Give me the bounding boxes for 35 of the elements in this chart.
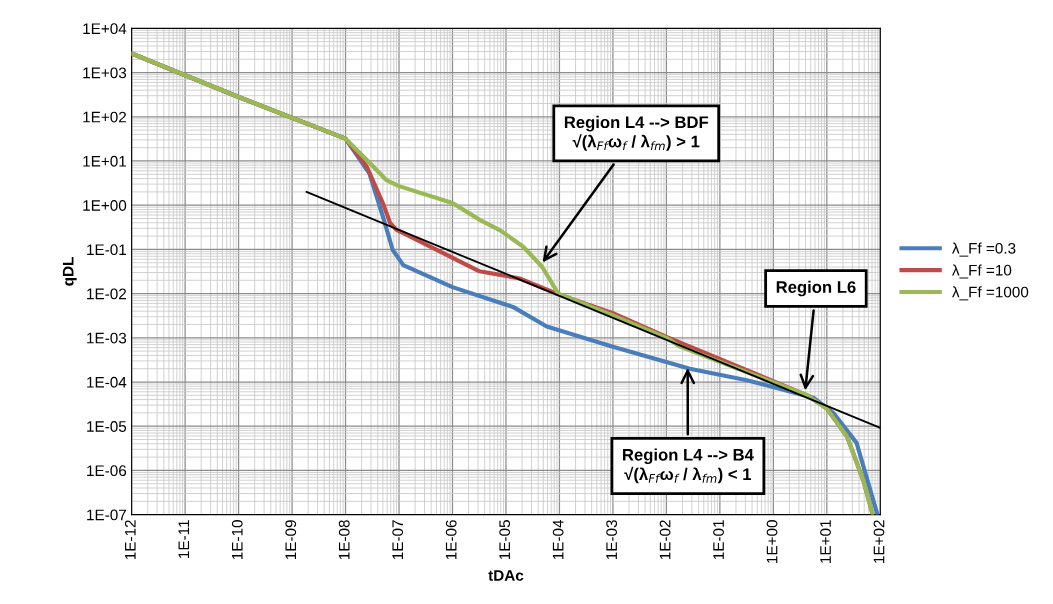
x-tick-label: 1E-02 (659, 520, 671, 560)
x-tick-label: 1E+02 (873, 520, 885, 563)
x-tick-label: 1E-03 (606, 520, 618, 560)
y-tick-label: 1E-04 (87, 376, 127, 388)
x-tick-label: 1E-11 (178, 520, 190, 558)
x-tick-label: 1E-04 (552, 519, 564, 560)
y-tick-label: 1E+04 (83, 23, 127, 35)
legend-label: λ_Ff =0.3 (952, 242, 1016, 257)
x-tick-label: 1E-08 (338, 520, 350, 560)
annotation: Region L4 --> BDF √(λ$_{Ff}$ω$_{f}$ / λ$_{fm}$) > 1 (564, 115, 709, 151)
y-axis-title: qDL (62, 257, 77, 286)
y-tick-label: 1E-07 (87, 509, 126, 521)
x-tick-label: 1E-06 (445, 520, 457, 560)
x-tick-label: 1E+01 (820, 520, 831, 563)
y-tick-label: 1E-01 (87, 244, 127, 256)
y-tick-label: 1E-06 (87, 465, 127, 477)
x-tick-label: 1E+00 (766, 520, 778, 563)
y-tick-label: 1E-05 (87, 421, 127, 432)
legend-label: λ_Ff =1000 (952, 286, 1029, 301)
y-tick-label: 1E-02 (87, 288, 126, 300)
x-axis-title: tDAc (488, 570, 524, 581)
x-tick-label: 1E-01 (713, 520, 724, 560)
annotation: Region L4 --> B4 √(λ$_{Ff}$ω$_{f}$ / λ$_{fm}$) < 1 (623, 448, 754, 484)
x-tick-label: 1E-05 (499, 520, 511, 560)
legend-label: λ_Ff =10 (952, 264, 1012, 279)
y-tick-label: 1E+00 (83, 200, 127, 211)
x-tick-label: 1E-10 (231, 520, 243, 560)
y-tick-label: 1E+01 (83, 155, 127, 167)
annotation: Region L6 (776, 280, 856, 297)
x-tick-label: 1E-12 (124, 520, 136, 560)
x-tick-label: 1E-07 (392, 520, 404, 560)
y-tick-label: 1E+02 (83, 111, 126, 123)
x-tick-label: 1E-09 (285, 520, 297, 560)
y-tick-label: 1E+03 (83, 67, 127, 79)
y-tick-label: 1E-03 (87, 332, 127, 344)
